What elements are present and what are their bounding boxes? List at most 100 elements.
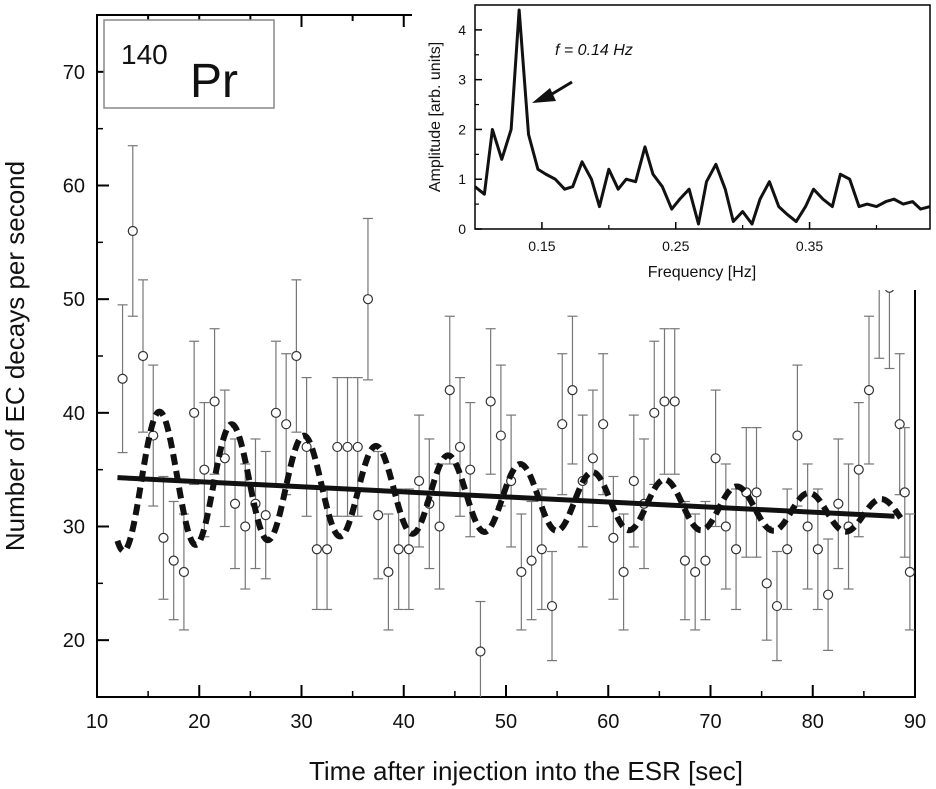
data-marker xyxy=(771,600,783,612)
inset-x-tick-label: 0.15 xyxy=(528,238,555,254)
data-point xyxy=(863,315,875,465)
data-point xyxy=(751,427,762,558)
data-marker xyxy=(587,453,599,464)
data-marker xyxy=(751,487,762,498)
data-point xyxy=(506,414,517,548)
inset-peak-arrow-head xyxy=(532,88,556,103)
main-y-axis-title: Number of EC decays per second xyxy=(0,161,30,551)
data-point xyxy=(700,500,711,621)
data-point xyxy=(741,427,752,558)
data-point xyxy=(342,376,353,517)
main-x-ticks: 10 20 30 40 50 60 70 80 90 xyxy=(86,15,926,733)
data-marker xyxy=(137,350,149,362)
data-marker xyxy=(117,373,128,384)
data-point xyxy=(301,376,312,517)
data-point xyxy=(690,513,701,631)
data-point xyxy=(475,600,486,697)
data-marker xyxy=(679,555,691,566)
main-x-tick-label: 20 xyxy=(188,711,210,733)
data-point xyxy=(761,525,772,641)
data-marker xyxy=(618,566,629,578)
data-point xyxy=(189,340,200,486)
data-point xyxy=(618,513,629,631)
data-marker xyxy=(720,521,731,532)
data-point xyxy=(117,304,128,454)
data-point xyxy=(771,550,783,662)
data-marker xyxy=(454,441,466,453)
data-marker xyxy=(863,385,875,396)
data-point xyxy=(567,315,578,465)
data-marker xyxy=(802,521,813,532)
inset-y-tick-label: 3 xyxy=(458,72,466,88)
data-point xyxy=(485,328,496,475)
inset-y-axis-title: Amplitude [arb. units] xyxy=(427,42,444,192)
data-marker xyxy=(700,555,711,566)
data-point xyxy=(649,340,660,486)
data-marker xyxy=(403,544,414,555)
element-label-box xyxy=(103,19,275,109)
data-point xyxy=(332,376,343,517)
data-marker xyxy=(598,419,609,430)
main-x-tick-label: 30 xyxy=(290,711,312,733)
main-x-tick-label: 70 xyxy=(699,711,721,733)
data-marker xyxy=(495,430,506,441)
data-marker xyxy=(281,419,292,430)
data-point xyxy=(833,438,844,570)
data-marker xyxy=(792,430,803,441)
data-point xyxy=(894,353,905,496)
data-point xyxy=(812,488,823,611)
data-point xyxy=(679,500,691,621)
data-marker xyxy=(546,600,558,612)
data-marker xyxy=(332,441,343,453)
data-point xyxy=(413,414,425,548)
main-y-tick-label: 60 xyxy=(63,176,85,198)
inset-x-tick-label: 0.25 xyxy=(662,238,689,254)
data-marker xyxy=(536,544,547,555)
data-point xyxy=(383,513,394,631)
inset-x-ticks: 0.15 0.25 0.35 xyxy=(528,222,878,254)
data-point xyxy=(792,364,803,507)
data-point xyxy=(270,340,282,486)
data-point xyxy=(516,513,527,631)
data-marker xyxy=(444,385,455,396)
main-x-tick-label: 50 xyxy=(495,711,517,733)
main-oscillation-fit-curve xyxy=(114,408,904,555)
data-point xyxy=(526,500,537,621)
main-x-tick-label: 10 xyxy=(86,711,108,733)
main-y-ticks: 20 30 40 50 60 70 xyxy=(63,14,109,698)
inset-y-tick-label: 4 xyxy=(458,22,466,38)
data-marker xyxy=(853,464,864,475)
inset-y-tick-label: 2 xyxy=(458,121,466,137)
data-marker xyxy=(526,555,537,566)
main-x-tick-label: 80 xyxy=(802,711,824,733)
data-marker xyxy=(219,453,230,464)
data-marker xyxy=(291,350,302,362)
data-marker xyxy=(904,566,915,578)
data-marker xyxy=(822,589,834,600)
data-marker xyxy=(516,566,527,578)
data-point xyxy=(168,500,179,621)
data-marker xyxy=(434,521,445,532)
data-point xyxy=(209,328,220,475)
data-marker xyxy=(812,544,823,555)
data-point xyxy=(362,217,374,381)
data-marker xyxy=(342,441,353,453)
data-point xyxy=(219,389,230,528)
data-marker xyxy=(475,646,486,657)
main-y-tick-label: 70 xyxy=(63,62,85,84)
data-marker xyxy=(690,566,701,578)
data-point xyxy=(608,475,619,600)
data-point xyxy=(598,353,609,496)
data-marker xyxy=(465,464,476,475)
data-marker xyxy=(608,532,619,543)
data-point xyxy=(710,389,721,528)
data-marker xyxy=(393,544,404,555)
data-marker xyxy=(321,544,333,555)
data-marker xyxy=(199,464,210,475)
data-marker xyxy=(659,396,670,407)
inset-plot-frame xyxy=(474,4,931,230)
data-marker xyxy=(557,419,568,430)
data-marker xyxy=(730,544,742,555)
data-point xyxy=(546,550,558,662)
